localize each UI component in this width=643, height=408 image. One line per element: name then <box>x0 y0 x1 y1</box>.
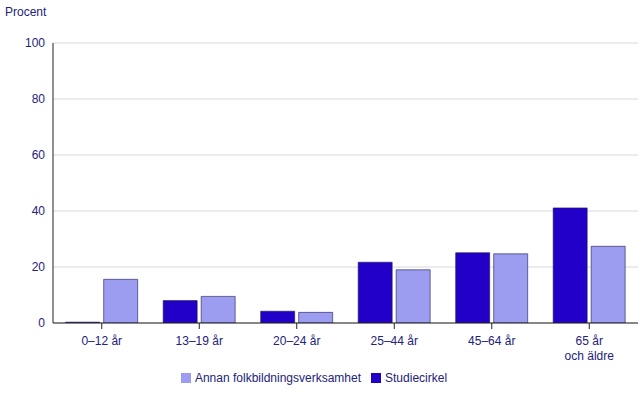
html-text:Procent: Procent <box>5 5 47 19</box>
svg-text:60: 60 <box>32 148 46 162</box>
html-text:Annan folkbildningsverksamhet: Annan folkbildningsverksamhet <box>194 371 361 385</box>
svg-text:0: 0 <box>38 316 45 330</box>
svg-text:20: 20 <box>32 260 46 274</box>
svg-text:25–44 år: 25–44 år <box>371 334 418 348</box>
svg-text:40: 40 <box>32 204 46 218</box>
html-text:Studiecirkel: Studiecirkel <box>385 371 448 385</box>
svg-text:80: 80 <box>32 92 46 106</box>
svg-text:45–64 år: 45–64 år <box>468 334 515 348</box>
svg-text:13–19 år: 13–19 år <box>176 334 223 348</box>
svg-text:0–12 år: 0–12 år <box>81 334 122 348</box>
svg-text:65 åroch äldre: 65 åroch äldre <box>565 334 615 363</box>
svg-text:100: 100 <box>25 36 45 50</box>
svg-text:20–24 år: 20–24 år <box>273 334 320 348</box>
